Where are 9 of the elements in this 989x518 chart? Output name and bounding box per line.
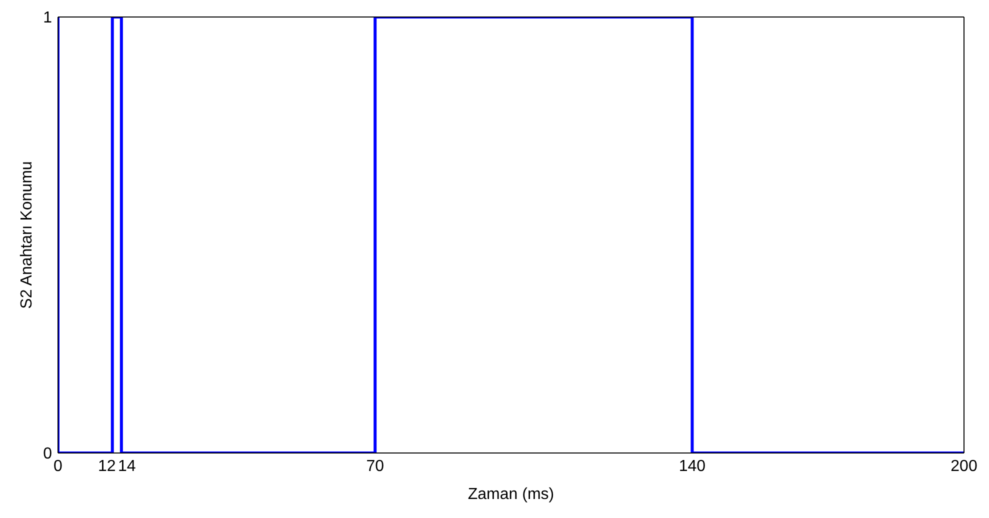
x-tick-label: 12 [98, 458, 116, 475]
x-tick-label: 0 [54, 458, 63, 475]
x-tick-label: 70 [366, 458, 384, 475]
y-tick-label: 1 [43, 10, 52, 27]
y-axis-title: S2 Anahtarı Konumu [18, 161, 36, 309]
x-tick-label: 200 [950, 458, 978, 475]
x-tick-label: 140 [678, 458, 706, 475]
x-axis-title: Zaman (ms) [468, 486, 554, 503]
x-tick-label: 14 [118, 458, 136, 475]
